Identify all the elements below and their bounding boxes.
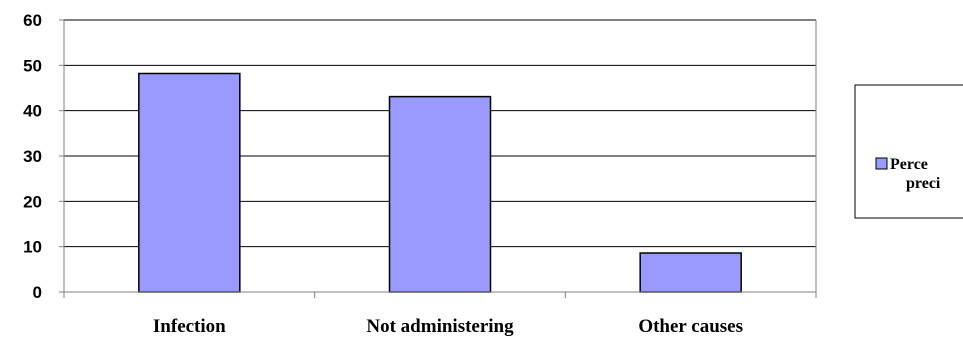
legend: Perce preci [854,84,963,219]
y-tick-label-10: 10 [23,238,42,257]
legend-box [854,84,963,219]
y-tick-label-50: 50 [23,56,42,75]
axes [59,19,817,298]
x-category-labels: Infection Not administering Other causes [153,316,743,337]
y-tick-labels: 0 10 20 30 40 50 60 [23,11,42,302]
y-tick-label-30: 30 [23,147,42,166]
y-tick-label-40: 40 [23,102,42,121]
bar-infection [138,72,241,293]
legend-label-line-2: preci [906,175,941,192]
legend-swatch [875,157,888,170]
bar-other-causes [639,252,742,293]
legend-label-line-1: Perce [890,156,928,173]
bars [138,72,742,293]
y-tick-label-60: 60 [23,11,42,30]
x-category-label-not-administering: Not administering [366,316,514,337]
y-tick-label-20: 20 [23,192,42,211]
x-category-label-other-causes: Other causes [638,316,743,337]
y-tick-label-0: 0 [33,283,42,302]
x-category-label-infection: Infection [153,316,226,337]
bar-not-administering [388,95,492,293]
